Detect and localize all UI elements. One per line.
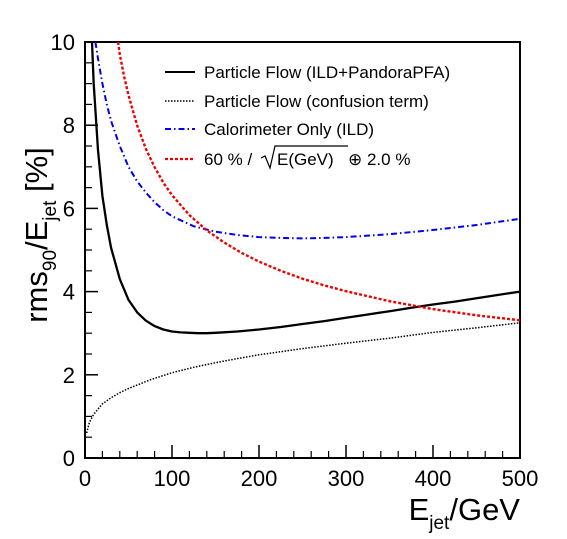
x-axis-title-main: E	[409, 492, 430, 527]
series-layer	[85, 41, 521, 434]
legend-label-3-root: E(GeV)	[277, 150, 334, 169]
y-axis-title-mid: /E	[19, 221, 54, 250]
x-tick-label-100: 100	[154, 466, 191, 491]
x-tick-label-200: 200	[241, 466, 278, 491]
series-line-2	[94, 41, 521, 240]
x-axis-title-rest: /GeV	[449, 492, 520, 527]
legend-label-0: Particle Flow (ILD+PandoraPFA)	[204, 63, 450, 82]
y-tick-label-10: 10	[51, 30, 75, 55]
y-axis-title-rest: [%]	[19, 147, 54, 200]
y-tick-label-2: 2	[63, 363, 75, 388]
sqrt-sign	[260, 145, 348, 170]
legend: Particle Flow (ILD+PandoraPFA) Particle …	[165, 63, 450, 170]
series-line-0	[90, 41, 521, 335]
series-line-1	[85, 322, 521, 434]
y-tick-label-8: 8	[63, 113, 75, 138]
x-axis-title-sub: jet	[428, 513, 450, 534]
legend-label-2: Calorimeter Only (ILD)	[204, 120, 374, 139]
y-tick-label-4: 4	[63, 280, 75, 305]
y-tick-label-6: 6	[63, 196, 75, 221]
legend-label-3-post: ⊕ 2.0 %	[348, 150, 410, 169]
y-axis-title-pre: rms	[19, 271, 54, 323]
legend-label-1: Particle Flow (confusion term)	[204, 92, 429, 111]
y-axis-title-sub2: jet	[40, 200, 61, 222]
x-tick-label-500: 500	[502, 466, 539, 491]
axis-ticks: 0 100 200 300 400 500 0 2 4 6 8 10	[51, 30, 539, 491]
x-tick-label-0: 0	[79, 466, 91, 491]
y-tick-label-0: 0	[63, 446, 75, 471]
x-tick-label-300: 300	[328, 466, 365, 491]
x-tick-label-400: 400	[415, 466, 452, 491]
x-axis-title: Ejet/GeV	[409, 492, 521, 534]
y-axis-title: rms90/Ejet [%]	[19, 147, 61, 323]
legend-label-3-pre: 60 % /	[204, 150, 252, 169]
series-line-3	[116, 41, 521, 322]
y-axis-title-sub1: 90	[40, 250, 61, 271]
